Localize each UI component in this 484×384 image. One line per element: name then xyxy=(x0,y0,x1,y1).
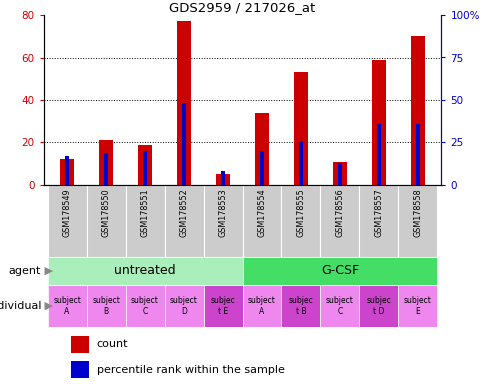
Bar xyxy=(99,141,113,185)
Text: ▶: ▶ xyxy=(41,301,53,311)
Bar xyxy=(359,285,398,327)
Bar xyxy=(337,163,342,185)
Bar xyxy=(220,171,225,185)
Text: percentile rank within the sample: percentile rank within the sample xyxy=(96,365,284,375)
Bar xyxy=(164,285,203,327)
Bar xyxy=(47,185,86,257)
Bar xyxy=(298,141,302,185)
Text: GSM178550: GSM178550 xyxy=(101,189,110,237)
Text: GSM178556: GSM178556 xyxy=(335,189,344,237)
Text: subjec
t D: subjec t D xyxy=(366,296,391,316)
Text: GSM178549: GSM178549 xyxy=(62,189,72,237)
Bar xyxy=(294,72,307,185)
Bar xyxy=(376,124,380,185)
Text: untreated: untreated xyxy=(114,265,176,278)
Bar xyxy=(415,124,420,185)
Bar xyxy=(47,257,242,285)
Text: ▶: ▶ xyxy=(41,266,53,276)
Bar xyxy=(242,285,281,327)
Bar xyxy=(182,103,186,185)
Text: subject
C: subject C xyxy=(325,296,353,316)
Bar xyxy=(242,257,437,285)
Text: individual: individual xyxy=(0,301,41,311)
Bar xyxy=(242,185,281,257)
Bar xyxy=(255,113,268,185)
Bar xyxy=(71,336,89,353)
Bar xyxy=(142,151,147,185)
Bar xyxy=(138,145,151,185)
Bar xyxy=(281,285,320,327)
Text: GSM178555: GSM178555 xyxy=(296,189,305,237)
Bar xyxy=(320,185,359,257)
Bar xyxy=(104,153,108,185)
Bar xyxy=(203,285,242,327)
Bar xyxy=(281,185,320,257)
Text: subject
A: subject A xyxy=(247,296,275,316)
Text: GSM178553: GSM178553 xyxy=(218,189,227,237)
Bar xyxy=(216,174,229,185)
Bar xyxy=(410,36,424,185)
Text: subjec
t E: subjec t E xyxy=(210,296,235,316)
Bar xyxy=(125,185,164,257)
Bar xyxy=(86,285,125,327)
Bar xyxy=(71,361,89,378)
Bar xyxy=(125,285,164,327)
Text: agent: agent xyxy=(9,266,41,276)
Text: GSM178557: GSM178557 xyxy=(374,189,383,237)
Bar xyxy=(320,285,359,327)
Text: G-CSF: G-CSF xyxy=(320,265,358,278)
Bar xyxy=(64,156,69,185)
Bar xyxy=(398,185,437,257)
Text: GSM178552: GSM178552 xyxy=(179,189,188,237)
Text: GSM178551: GSM178551 xyxy=(140,189,149,237)
Bar xyxy=(177,22,190,185)
Text: subject
A: subject A xyxy=(53,296,81,316)
Text: subject
B: subject B xyxy=(92,296,120,316)
Text: subject
D: subject D xyxy=(170,296,197,316)
Bar xyxy=(47,285,86,327)
Text: subject
E: subject E xyxy=(403,296,431,316)
Bar xyxy=(259,151,264,185)
Bar xyxy=(398,285,437,327)
Bar xyxy=(60,159,74,185)
Text: GSM178558: GSM178558 xyxy=(412,189,422,237)
Bar xyxy=(86,185,125,257)
Text: subject
C: subject C xyxy=(131,296,159,316)
Bar xyxy=(333,162,346,185)
Text: subjec
t B: subjec t B xyxy=(288,296,313,316)
Bar xyxy=(359,185,398,257)
Bar xyxy=(371,60,385,185)
Bar xyxy=(164,185,203,257)
Text: GSM178554: GSM178554 xyxy=(257,189,266,237)
Bar xyxy=(203,185,242,257)
Title: GDS2959 / 217026_at: GDS2959 / 217026_at xyxy=(169,1,315,14)
Text: count: count xyxy=(96,339,128,349)
